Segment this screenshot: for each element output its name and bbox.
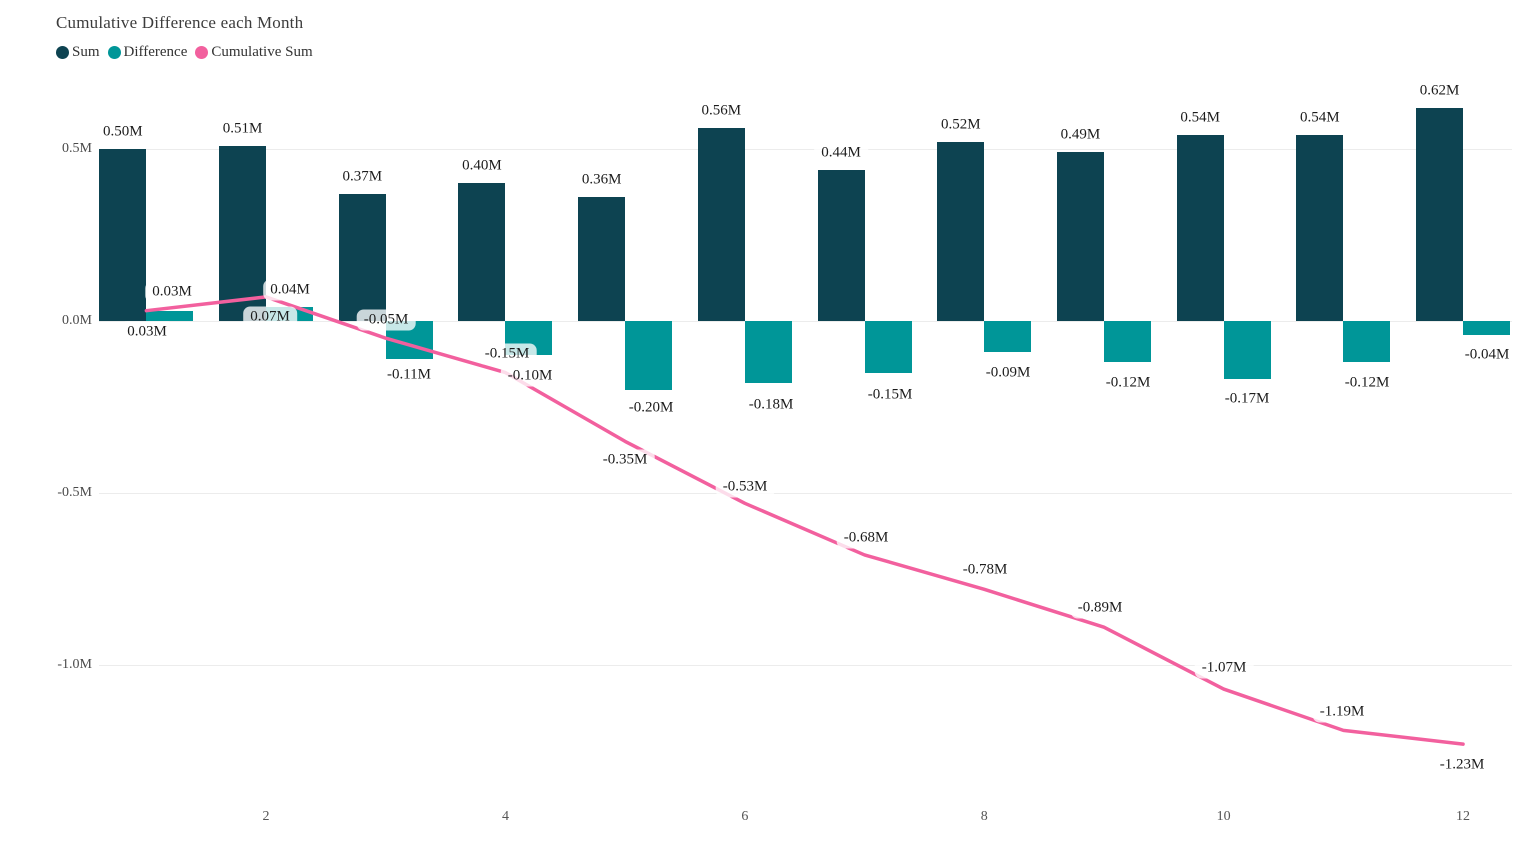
- cumulative-sum-label-month-4: -0.15M: [477, 343, 537, 365]
- sum-label-month-8: 0.52M: [933, 114, 988, 136]
- legend-item-difference[interactable]: Difference: [107, 44, 188, 61]
- sum-bar-month-11[interactable]: [1296, 135, 1344, 321]
- sum-label-month-6: 0.56M: [694, 100, 749, 122]
- sum-bar-month-6[interactable]: [697, 128, 745, 321]
- sum-label-month-5: 0.36M: [574, 169, 629, 191]
- difference-bar-month-12[interactable]: [1463, 321, 1511, 335]
- difference-bar-month-7[interactable]: [864, 321, 912, 373]
- sum-label-month-3: 0.37M: [335, 166, 390, 188]
- sum-label-month-2: 0.51M: [215, 118, 270, 140]
- y-axis-tick-label: -0.5M: [57, 485, 92, 500]
- sum-bar-month-12[interactable]: [1416, 107, 1464, 321]
- sum-bar-month-3[interactable]: [338, 193, 386, 321]
- x-axis-tick-label: 12: [1456, 809, 1471, 824]
- gridline-0.0M: [99, 321, 1512, 322]
- sum-bar-month-9[interactable]: [1056, 152, 1104, 321]
- difference-label-month-4: -0.10M: [500, 365, 560, 387]
- difference-label-month-11: -0.12M: [1337, 372, 1397, 394]
- gridline--1.0M: [99, 665, 1512, 666]
- legend: Sum Difference Cumulative Sum: [56, 44, 313, 61]
- sum-bar-month-5[interactable]: [578, 197, 626, 321]
- difference-label-month-1: 0.03M: [120, 321, 174, 343]
- sum-label-month-11: 0.54M: [1293, 107, 1347, 129]
- x-axis-tick-label: 4: [501, 809, 509, 824]
- cumulative-sum-label-month-9: -0.89M: [1070, 597, 1130, 619]
- difference-bar-month-9[interactable]: [1103, 321, 1151, 363]
- sum-label-month-7: 0.44M: [814, 142, 868, 164]
- legend-item-cumulative-sum[interactable]: Cumulative Sum: [195, 44, 313, 61]
- difference-bar-month-5[interactable]: [625, 321, 673, 390]
- difference-label-month-5: -0.20M: [621, 397, 681, 419]
- cumulative-sum-label-month-3: -0.05M: [356, 309, 416, 331]
- difference-bar-month-1[interactable]: [146, 310, 194, 321]
- difference-label-month-10: -0.17M: [1217, 388, 1277, 410]
- cumulative-sum-label-month-1: 0.03M: [145, 281, 199, 303]
- legend-label: Cumulative Sum: [211, 44, 313, 60]
- difference-bar-month-8[interactable]: [984, 321, 1032, 352]
- difference-label-month-8: -0.09M: [978, 362, 1038, 384]
- sum-bar-month-4[interactable]: [458, 183, 506, 321]
- sum-bar-month-10[interactable]: [1176, 135, 1224, 321]
- gridline-0.5M: [99, 149, 1512, 150]
- y-axis-tick-label: 0.0M: [62, 313, 92, 328]
- difference-bar-month-11[interactable]: [1343, 321, 1391, 363]
- legend-dot-icon: [107, 46, 121, 59]
- sum-label-month-4: 0.40M: [455, 155, 509, 177]
- sum-label-month-10: 0.54M: [1173, 107, 1227, 129]
- cumulative-sum-label-month-6: -0.53M: [715, 476, 775, 498]
- chart-title: Cumulative Difference each Month: [56, 13, 304, 32]
- x-axis-tick-label: 6: [741, 809, 749, 824]
- difference-label-month-9: -0.12M: [1098, 372, 1158, 394]
- x-axis-tick-label: 2: [262, 809, 270, 824]
- sum-label-month-9: 0.49M: [1053, 124, 1108, 146]
- sum-bar-month-7[interactable]: [817, 169, 865, 321]
- sum-bar-month-2[interactable]: [219, 145, 267, 321]
- sum-label-month-1: 0.50M: [96, 121, 150, 143]
- x-axis-tick-label: 10: [1216, 809, 1231, 824]
- difference-bar-month-10[interactable]: [1223, 321, 1271, 380]
- cumulative-sum-label-month-2: 0.07M: [243, 306, 297, 328]
- cumulative-sum-label-month-8: -0.78M: [955, 559, 1015, 581]
- gridline--0.5M: [99, 493, 1512, 494]
- cumulative-sum-label-month-12: -1.23M: [1432, 754, 1492, 776]
- legend-label: Sum: [72, 44, 100, 60]
- cumulative-sum-label-month-7: -0.68M: [836, 527, 896, 549]
- legend-label: Difference: [123, 44, 188, 60]
- sum-bar-month-1[interactable]: [99, 149, 147, 321]
- legend-dot-icon: [195, 46, 209, 59]
- cumulative-sum-label-month-5: -0.35M: [595, 449, 655, 471]
- sum-bar-month-8[interactable]: [937, 142, 985, 321]
- sum-label-month-12: 0.62M: [1412, 80, 1467, 102]
- difference-label-month-12: -0.04M: [1457, 344, 1517, 366]
- legend-item-sum[interactable]: Sum: [56, 44, 100, 61]
- y-axis-tick-label: 0.5M: [62, 141, 92, 156]
- cumulative-sum-label-month-11: -1.19M: [1312, 701, 1372, 723]
- difference-label-month-7: -0.15M: [860, 384, 920, 406]
- legend-dot-icon: [56, 46, 69, 59]
- difference-label-month-6: -0.18M: [741, 394, 801, 416]
- difference-bar-month-6[interactable]: [744, 321, 792, 383]
- difference-label-month-2: 0.04M: [263, 279, 317, 301]
- cumulative-sum-label-month-10: -1.07M: [1194, 657, 1254, 679]
- x-axis-tick-label: 8: [980, 809, 988, 824]
- y-axis-tick-label: -1.0M: [57, 657, 92, 672]
- difference-label-month-3: -0.11M: [379, 364, 439, 386]
